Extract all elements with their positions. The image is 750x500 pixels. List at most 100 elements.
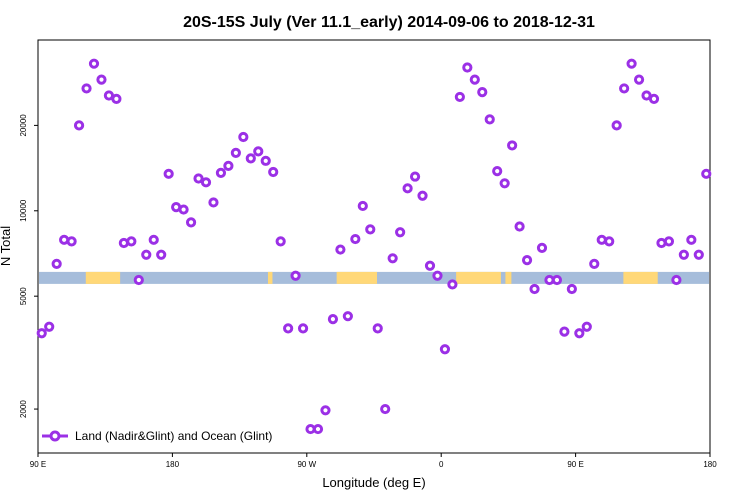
data-point: [193, 173, 204, 184]
data-point: [133, 274, 144, 286]
data-point: [559, 326, 570, 337]
data-point: [185, 217, 197, 228]
data-point: [492, 166, 503, 177]
data-point: [88, 58, 100, 69]
data-point: [320, 405, 331, 416]
data-point: [51, 258, 62, 269]
data-point: [126, 236, 137, 247]
data-point: [215, 167, 227, 179]
data-point: [103, 90, 115, 101]
data-point: [327, 314, 339, 325]
legend: Land (Nadir&Glint) and Ocean (Glint): [42, 429, 272, 443]
y-tick-label: 10000: [19, 199, 28, 222]
data-point: [223, 160, 234, 171]
data-point: [507, 140, 518, 151]
data-point: [365, 224, 376, 235]
land-strip-segment: [505, 271, 512, 284]
data-point: [686, 234, 697, 245]
data-point: [156, 249, 167, 260]
data-point: [66, 236, 77, 247]
data-point: [208, 197, 219, 208]
x-tick-label: 90 E: [30, 460, 46, 469]
data-point: [574, 328, 585, 339]
data-point: [432, 270, 443, 281]
data-point: [238, 131, 249, 143]
surface-strip: [39, 271, 709, 284]
x-tick-label: 180: [166, 460, 180, 469]
data-point: [462, 62, 473, 73]
legend-marker: [49, 430, 61, 442]
x-tick-label: 0: [439, 460, 444, 469]
data-point: [312, 423, 324, 435]
data-point: [141, 249, 152, 260]
data-point: [529, 283, 540, 295]
data-point: [275, 236, 286, 247]
data-point: [44, 321, 55, 332]
data-point: [290, 270, 301, 281]
data-point: [536, 242, 548, 253]
data-point: [693, 249, 704, 260]
data-point: [96, 74, 107, 85]
data-point: [81, 83, 92, 94]
y-tick-label: 20000: [19, 114, 28, 137]
land-strip-segment: [85, 271, 121, 284]
data-point: [178, 204, 189, 215]
data-point: [589, 258, 600, 269]
land-strip-segment: [267, 271, 273, 284]
data-point: [477, 87, 488, 98]
data-point: [342, 311, 353, 322]
data-point: [641, 90, 652, 101]
data-point: [380, 403, 391, 415]
data-point: [73, 120, 85, 131]
data-point: [701, 168, 712, 179]
x-axis-label: Longitude (deg E): [322, 475, 425, 490]
data-point: [350, 233, 361, 245]
data-point: [230, 147, 241, 158]
data-point: [439, 344, 451, 355]
x-axis: 90 E 180 90 W 0 90 E 180: [30, 453, 717, 469]
data-point: [454, 91, 465, 103]
x-tick-label: 90 E: [567, 460, 583, 469]
data-point: [604, 236, 615, 247]
data-point: [469, 74, 480, 85]
data-point: [402, 183, 413, 194]
data-point: [633, 74, 645, 85]
data-point: [200, 177, 212, 188]
data-point: [111, 93, 122, 104]
legend-label: Land (Nadir&Glint) and Ocean (Glint): [75, 429, 272, 443]
y-tick-label: 5000: [19, 287, 28, 305]
x-tick-label: 90 W: [297, 460, 316, 469]
data-point: [424, 260, 436, 271]
y-axis: 2000 5000 10000 20000: [19, 114, 38, 418]
data-point: [484, 114, 495, 125]
data-point: [678, 249, 689, 260]
data-point: [611, 120, 622, 131]
data-point: [253, 146, 264, 157]
data-point: [297, 323, 309, 334]
data-point: [417, 190, 428, 201]
y-axis-label: N Total: [0, 226, 13, 266]
data-point: [283, 323, 294, 334]
land-strip-segment: [623, 271, 658, 284]
data-point: [163, 168, 174, 179]
data-point: [619, 83, 630, 94]
data-point: [499, 178, 510, 189]
data-point: [395, 227, 406, 238]
data-point: [626, 58, 637, 69]
data-point: [260, 155, 271, 166]
data-point: [648, 93, 660, 104]
data-point: [447, 279, 458, 290]
data-point: [357, 200, 368, 212]
data-point: [148, 234, 159, 245]
land-strip-segment: [336, 271, 377, 284]
x-tick-label: 180: [703, 460, 717, 469]
chart-title: 20S-15S July (Ver 11.1_early) 2014-09-06…: [183, 14, 595, 31]
data-point: [387, 253, 398, 264]
y-tick-label: 2000: [19, 400, 28, 418]
data-point: [36, 328, 47, 339]
data-point: [521, 255, 533, 266]
land-strip-segment: [456, 271, 501, 284]
data-point: [551, 274, 563, 286]
data-points: [36, 58, 712, 435]
